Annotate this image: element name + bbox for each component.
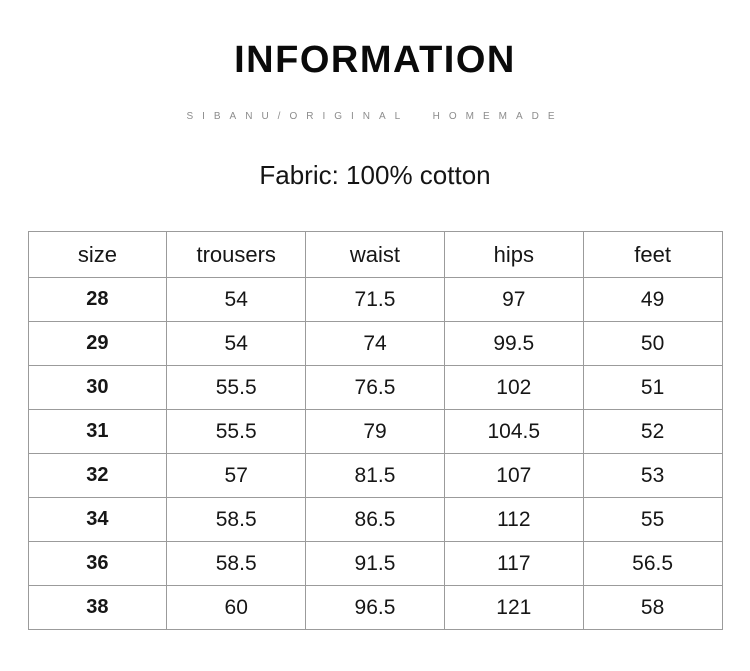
- column-header-waist: waist: [305, 231, 445, 278]
- fabric-info: Fabric: 100% cotton: [259, 160, 491, 190]
- value-cell: 81.5: [305, 453, 445, 498]
- table-row: 29 54 74 99.5 50: [27, 321, 723, 366]
- size-cell: 36: [27, 541, 168, 586]
- value-cell: 99.5: [443, 321, 584, 366]
- value-cell: 52: [582, 409, 723, 454]
- size-chart-header: size trousers waist hips feet: [27, 231, 723, 278]
- header-row: size trousers waist hips feet: [27, 231, 723, 278]
- value-cell: 112: [443, 497, 584, 542]
- value-cell: 74: [305, 321, 445, 366]
- size-cell: 30: [27, 365, 168, 410]
- table-row: 28 54 71.5 97 49: [27, 277, 723, 322]
- table-row: 32 57 81.5 107 53: [27, 453, 723, 498]
- value-cell: 86.5: [305, 497, 445, 542]
- value-cell: 49: [582, 277, 723, 322]
- page-title: INFORMATION: [234, 39, 516, 81]
- value-cell: 60: [166, 585, 307, 630]
- value-cell: 55.5: [166, 365, 307, 410]
- value-cell: 58: [582, 585, 723, 630]
- value-cell: 54: [166, 321, 307, 366]
- size-chart-body: 28 54 71.5 97 49 29 54 74 99.5 50 30 55.5 76.5 102 51 3…: [27, 277, 723, 630]
- size-cell: 28: [27, 277, 168, 322]
- size-cell: 34: [27, 497, 168, 542]
- value-cell: 71.5: [305, 277, 445, 322]
- column-header-feet: feet: [582, 231, 723, 278]
- value-cell: 121: [443, 585, 584, 630]
- value-cell: 58.5: [166, 541, 307, 586]
- column-header-size: size: [27, 231, 168, 278]
- value-cell: 54: [166, 277, 307, 322]
- value-cell: 91.5: [305, 541, 445, 586]
- column-header-trousers: trousers: [166, 231, 307, 278]
- table-row: 36 58.5 91.5 117 56.5: [27, 541, 723, 586]
- value-cell: 56.5: [582, 541, 723, 586]
- table-row: 38 60 96.5 121 58: [27, 585, 723, 630]
- value-cell: 104.5: [443, 409, 584, 454]
- value-cell: 76.5: [305, 365, 445, 410]
- size-cell: 38: [27, 585, 168, 630]
- value-cell: 102: [443, 365, 584, 410]
- table-row: 31 55.5 79 104.5 52: [27, 409, 723, 454]
- size-cell: 32: [27, 453, 168, 498]
- value-cell: 117: [443, 541, 584, 586]
- value-cell: 58.5: [166, 497, 307, 542]
- value-cell: 55: [582, 497, 723, 542]
- size-cell: 29: [27, 321, 168, 366]
- value-cell: 57: [166, 453, 307, 498]
- value-cell: 97: [443, 277, 584, 322]
- column-header-hips: hips: [443, 231, 584, 278]
- brand-subtitle: SIBANU/ORIGINAL HOMEMADE: [186, 111, 564, 122]
- value-cell: 79: [305, 409, 445, 454]
- value-cell: 55.5: [166, 409, 307, 454]
- value-cell: 53: [582, 453, 723, 498]
- table-row: 30 55.5 76.5 102 51: [27, 365, 723, 410]
- table-row: 34 58.5 86.5 112 55: [27, 497, 723, 542]
- value-cell: 51: [582, 365, 723, 410]
- size-chart-table: size trousers waist hips feet 28 54 71.5 97 49 29…: [27, 231, 723, 630]
- size-cell: 31: [27, 409, 168, 454]
- value-cell: 50: [582, 321, 723, 366]
- value-cell: 96.5: [305, 585, 445, 630]
- value-cell: 107: [443, 453, 584, 498]
